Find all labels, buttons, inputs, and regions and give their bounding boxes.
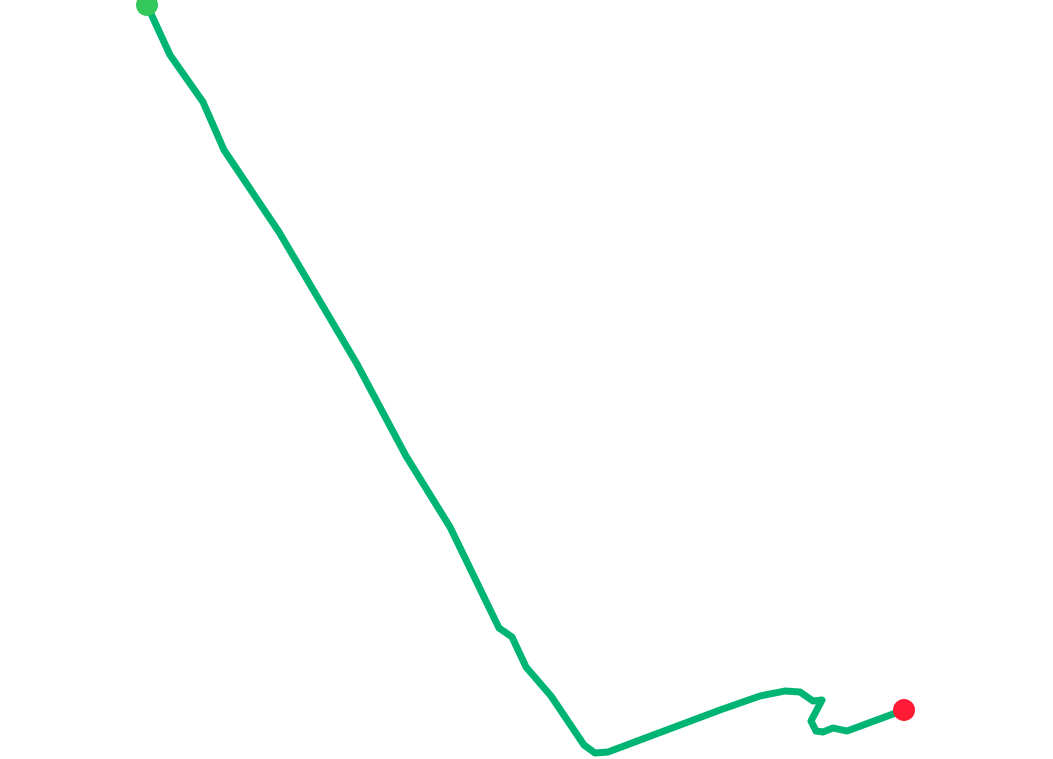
end-marker[interactable] [893,699,915,721]
start-marker[interactable] [136,0,158,16]
route-line [143,1,908,757]
